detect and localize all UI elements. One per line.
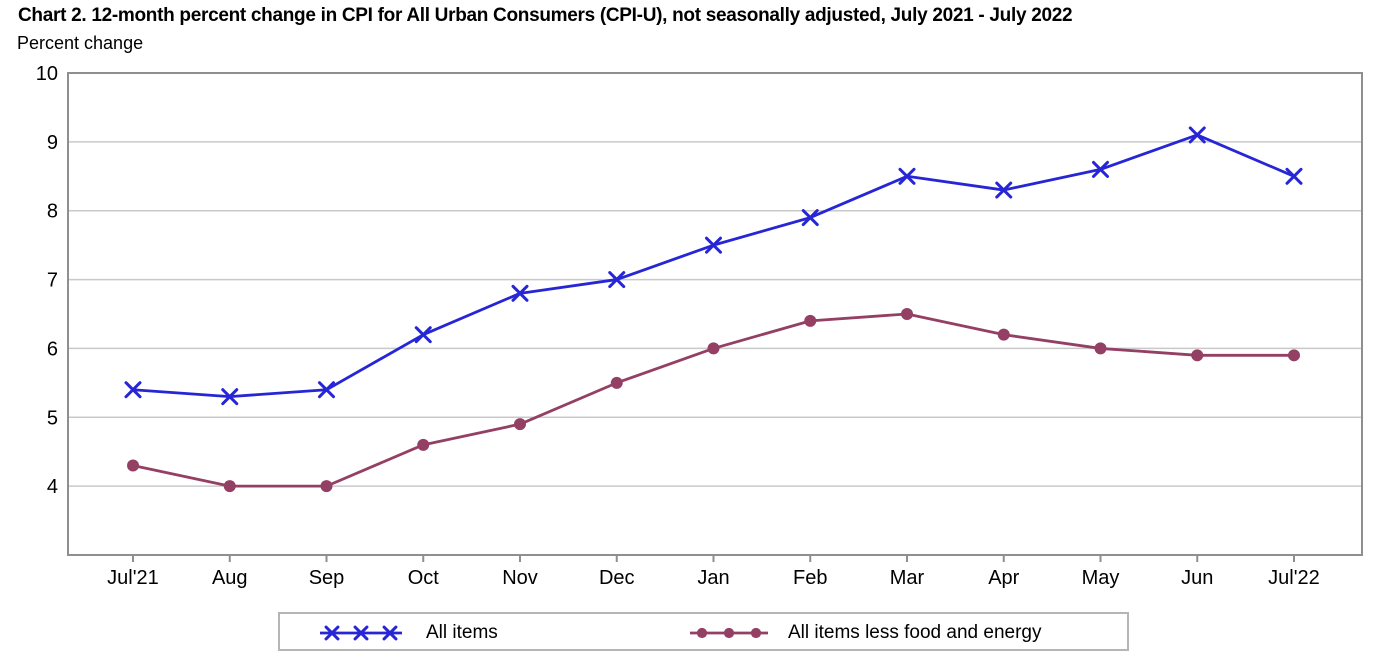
legend-label-core: All items less food and energy — [788, 622, 1042, 643]
data-point-dot-marker — [750, 627, 762, 639]
data-point-dot-marker — [696, 627, 708, 639]
data-point-x-marker — [705, 236, 722, 254]
y-tick-label: 4 — [47, 476, 58, 498]
data-point-x-marker — [318, 381, 335, 399]
legend-sample-all-items-icon — [320, 625, 402, 641]
data-point-x-marker — [511, 284, 529, 302]
y-tick-label: 7 — [47, 270, 58, 292]
data-point-x-marker — [608, 271, 626, 289]
x-tick-label: Apr — [988, 567, 1019, 589]
y-tick-label: 8 — [47, 201, 58, 223]
data-point-x-marker — [414, 326, 432, 344]
data-point-dot-marker — [417, 438, 430, 451]
data-point-dot-marker — [901, 308, 913, 320]
x-tick-label: Nov — [502, 567, 538, 589]
x-tick-label: Jan — [697, 567, 729, 589]
data-point-dot-marker — [1288, 349, 1300, 362]
legend-label-all-items: All items — [426, 622, 498, 643]
x-tick-label: May — [1082, 567, 1120, 589]
x-tick-label: Jul'22 — [1268, 567, 1320, 589]
series-all-items-less-food-energy — [127, 308, 1300, 493]
y-tick-label: 9 — [47, 132, 58, 154]
y-tick-label: 6 — [47, 338, 58, 360]
plot-border — [67, 72, 1363, 556]
data-point-dot-marker — [997, 328, 1010, 341]
data-point-x-marker — [1285, 167, 1303, 185]
x-axis-ticks — [132, 555, 1295, 562]
data-point-x-marker — [1188, 126, 1206, 144]
data-point-x-marker — [995, 181, 1013, 199]
data-point-dot-marker — [514, 418, 526, 431]
x-tick-label: Feb — [793, 567, 827, 589]
y-tick-label: 5 — [47, 407, 58, 429]
x-tick-label: Sep — [309, 567, 345, 589]
data-point-x-marker — [221, 388, 239, 406]
y-axis-tick-labels: 4 5 6 7 8 9 10 — [36, 63, 58, 498]
gridlines — [68, 141, 1362, 487]
cpi-line-chart: 4 5 6 7 8 9 10 Jul'21 Aug Sep Oct Nov Dec Jan Feb Mar Ap… — [36, 63, 1363, 589]
series-line — [132, 312, 1294, 488]
data-point-dot-marker — [223, 480, 236, 493]
data-point-x-marker — [801, 209, 819, 227]
series-line — [132, 133, 1295, 399]
chart-title: Chart 2. 12-month percent change in CPI … — [18, 5, 1073, 26]
data-point-dot-marker — [127, 459, 139, 472]
y-axis-caption: Percent change — [17, 33, 144, 53]
data-point-x-marker — [324, 625, 340, 641]
x-tick-label: Dec — [599, 567, 635, 589]
data-point-dot-marker — [1191, 349, 1204, 362]
legend: All items All items less food and energy — [278, 612, 1129, 651]
x-tick-label: Mar — [890, 567, 925, 589]
x-tick-label: Jul'21 — [107, 567, 159, 589]
data-point-dot-marker — [707, 342, 720, 355]
data-point-dot-marker — [610, 376, 623, 389]
data-point-x-marker — [124, 381, 142, 399]
data-point-x-marker — [898, 167, 916, 185]
legend-sample-core-icon — [690, 627, 768, 639]
series-all-items — [124, 126, 1303, 406]
data-point-x-marker — [353, 625, 369, 641]
x-tick-label: Aug — [212, 567, 248, 589]
x-tick-label: Jun — [1181, 567, 1213, 589]
data-point-x-marker — [1092, 160, 1109, 178]
data-point-dot-marker — [1094, 342, 1107, 355]
x-tick-label: Oct — [408, 567, 440, 589]
x-axis-tick-labels: Jul'21 Aug Sep Oct Nov Dec Jan Feb Mar Apr May Jun J… — [107, 567, 1320, 589]
data-point-dot-marker — [320, 480, 333, 493]
data-point-dot-marker — [804, 314, 817, 327]
y-tick-label: 10 — [36, 63, 58, 85]
data-point-x-marker — [382, 625, 398, 641]
data-point-dot-marker — [723, 627, 735, 639]
